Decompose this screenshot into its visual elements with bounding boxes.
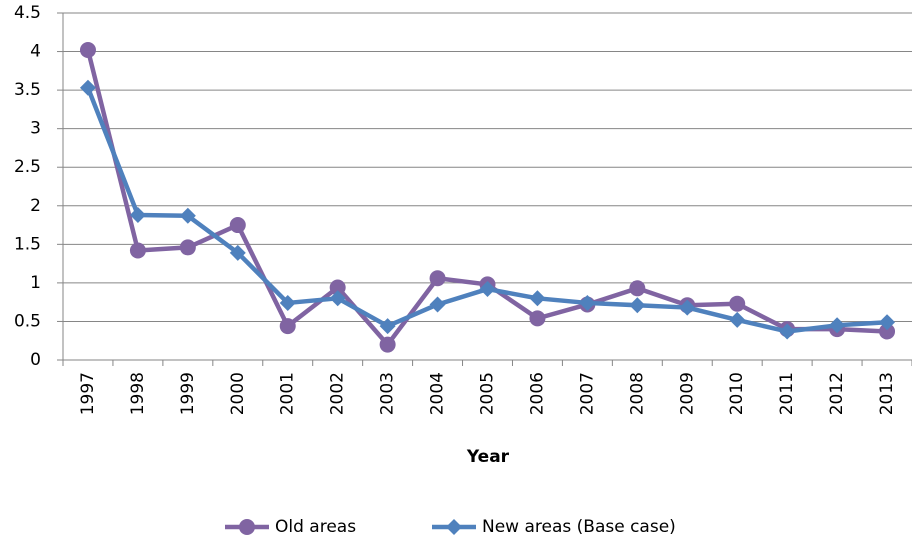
y-tick-label: 1: [30, 273, 41, 293]
x-axis-label: Year: [466, 447, 510, 467]
data-point: [329, 290, 346, 307]
data-point: [479, 281, 496, 298]
data-point: [629, 297, 646, 314]
data-point: [129, 207, 146, 224]
data-point: [429, 296, 446, 313]
x-tick-label: 2010: [727, 372, 747, 415]
legend-label: New areas (Base case): [482, 517, 676, 537]
legend-label: Old areas: [275, 517, 356, 537]
data-point: [779, 323, 796, 340]
x-tick-label: 2000: [228, 372, 248, 415]
y-tick-label: 1.5: [14, 234, 41, 254]
y-tick-label: 2.5: [14, 157, 41, 177]
data-point: [379, 336, 396, 353]
data-point: [129, 242, 146, 259]
x-tick-label: 2007: [577, 372, 597, 415]
data-point: [279, 318, 296, 335]
data-point: [679, 299, 696, 316]
data-point: [879, 314, 896, 331]
x-tick-label: 2002: [328, 372, 348, 415]
y-tick-label: 3.5: [14, 80, 41, 100]
data-point: [79, 79, 96, 96]
data-point: [879, 323, 896, 340]
data-point: [79, 42, 96, 59]
data-point: [379, 318, 396, 335]
x-tick-label: 2001: [278, 372, 298, 415]
data-point: [179, 239, 196, 256]
data-point: [229, 217, 246, 234]
data-point: [529, 310, 546, 327]
x-tick-label: 2012: [827, 372, 847, 415]
series-line: [85, 49, 888, 347]
data-point: [629, 280, 646, 297]
data-point: [279, 294, 296, 311]
data-point: [729, 295, 746, 312]
x-tick-label: 1997: [78, 372, 98, 415]
y-tick-label: 4.5: [14, 3, 41, 23]
x-tick-label: 2006: [527, 372, 547, 415]
x-tick-label: 1999: [178, 372, 198, 415]
y-tick-label: 4: [30, 42, 41, 62]
x-tick-label: 1998: [128, 372, 148, 415]
x-tick-label: 2009: [677, 372, 697, 415]
data-point: [329, 279, 346, 296]
data-point: [429, 270, 446, 287]
data-point: [729, 311, 746, 328]
legend-marker: [239, 519, 255, 535]
data-point: [179, 207, 196, 224]
x-tick-label: 2011: [777, 372, 797, 415]
data-point: [529, 290, 546, 307]
y-tick-label: 0.5: [14, 311, 41, 331]
data-point: [579, 294, 596, 311]
x-tick-label: 2013: [877, 372, 897, 415]
x-tick-label: 2004: [428, 372, 448, 415]
data-point: [829, 317, 846, 334]
y-tick-label: 2: [30, 196, 41, 216]
y-tick-label: 3: [30, 119, 41, 139]
y-tick-label: 0: [30, 350, 41, 370]
x-tick-label: 2005: [478, 372, 498, 415]
x-tick-label: 2003: [378, 372, 398, 415]
x-tick-label: 2008: [627, 372, 647, 415]
data-point: [229, 244, 246, 261]
legend-marker: [446, 519, 462, 535]
